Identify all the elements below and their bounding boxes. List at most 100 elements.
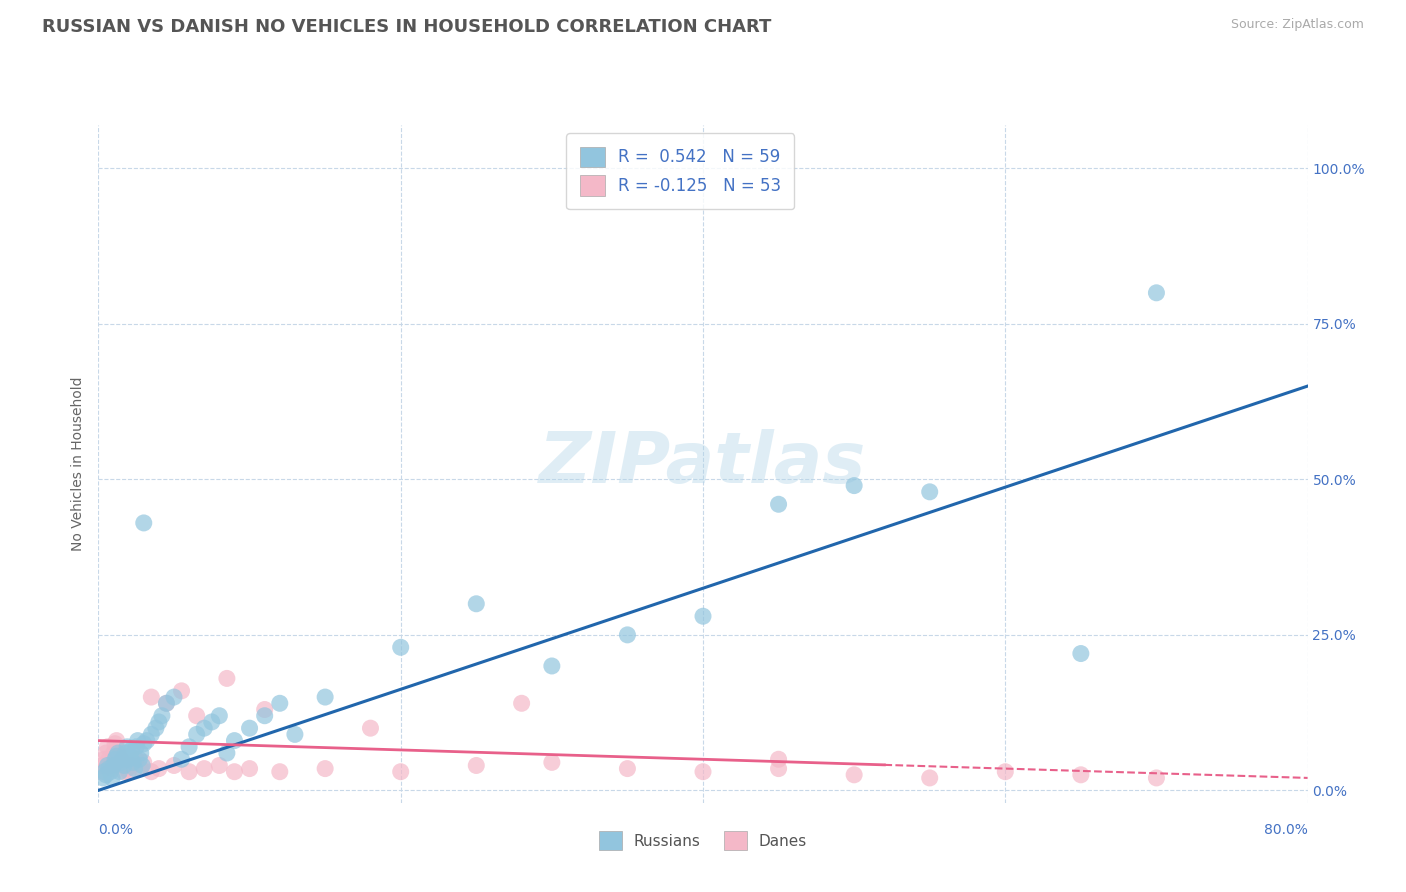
- Text: 80.0%: 80.0%: [1264, 823, 1308, 837]
- Point: [141, 764, 163, 779]
- Point: [1070, 768, 1092, 782]
- Point: [541, 659, 564, 673]
- Point: [125, 739, 148, 754]
- Point: [132, 737, 155, 751]
- Point: [360, 721, 382, 735]
- Point: [163, 690, 186, 704]
- Point: [101, 762, 124, 776]
- Point: [98, 752, 121, 766]
- Point: [141, 690, 163, 704]
- Point: [253, 708, 276, 723]
- Point: [107, 746, 129, 760]
- Point: [100, 764, 122, 779]
- Point: [103, 746, 125, 760]
- Point: [104, 737, 127, 751]
- Text: ZIPatlas: ZIPatlas: [540, 429, 866, 499]
- Point: [510, 696, 533, 710]
- Point: [186, 727, 208, 741]
- Point: [100, 758, 122, 772]
- Point: [127, 733, 149, 747]
- Point: [163, 758, 186, 772]
- Point: [124, 762, 146, 776]
- Point: [132, 516, 155, 530]
- Point: [145, 721, 167, 735]
- Point: [224, 733, 246, 747]
- Point: [103, 758, 125, 772]
- Point: [120, 749, 142, 764]
- Point: [179, 764, 201, 779]
- Point: [129, 746, 152, 760]
- Point: [389, 640, 412, 655]
- Point: [1070, 647, 1092, 661]
- Point: [768, 762, 790, 776]
- Legend: R =  0.542   N = 59, R = -0.125   N = 53: R = 0.542 N = 59, R = -0.125 N = 53: [567, 133, 794, 209]
- Point: [96, 758, 118, 772]
- Point: [121, 743, 143, 757]
- Point: [96, 739, 118, 754]
- Point: [111, 756, 134, 770]
- Point: [118, 764, 141, 779]
- Point: [155, 696, 177, 710]
- Point: [208, 758, 231, 772]
- Point: [193, 762, 215, 776]
- Point: [135, 733, 157, 747]
- Point: [148, 714, 170, 729]
- Point: [148, 762, 170, 776]
- Point: [844, 768, 866, 782]
- Point: [692, 764, 714, 779]
- Point: [121, 758, 143, 772]
- Point: [616, 628, 638, 642]
- Point: [125, 752, 148, 766]
- Point: [107, 743, 129, 757]
- Point: [112, 758, 135, 772]
- Point: [1146, 771, 1168, 785]
- Point: [101, 771, 124, 785]
- Point: [918, 484, 941, 499]
- Point: [186, 708, 208, 723]
- Point: [104, 752, 127, 766]
- Point: [269, 764, 291, 779]
- Point: [768, 752, 790, 766]
- Point: [114, 746, 136, 760]
- Point: [541, 756, 564, 770]
- Point: [131, 758, 153, 772]
- Point: [132, 756, 155, 770]
- Point: [768, 497, 790, 511]
- Point: [129, 762, 152, 776]
- Point: [155, 696, 177, 710]
- Point: [90, 764, 112, 779]
- Point: [314, 762, 336, 776]
- Point: [170, 683, 193, 698]
- Point: [93, 752, 115, 766]
- Point: [94, 768, 117, 782]
- Point: [115, 762, 138, 776]
- Point: [111, 752, 134, 766]
- Point: [108, 764, 131, 779]
- Point: [170, 752, 193, 766]
- Point: [105, 749, 128, 764]
- Point: [465, 597, 488, 611]
- Text: RUSSIAN VS DANISH NO VEHICLES IN HOUSEHOLD CORRELATION CHART: RUSSIAN VS DANISH NO VEHICLES IN HOUSEHO…: [42, 18, 772, 36]
- Point: [112, 764, 135, 779]
- Point: [105, 733, 128, 747]
- Point: [239, 721, 262, 735]
- Point: [918, 771, 941, 785]
- Point: [201, 714, 224, 729]
- Point: [208, 708, 231, 723]
- Point: [110, 756, 132, 770]
- Point: [115, 739, 138, 754]
- Point: [284, 727, 307, 741]
- Point: [114, 758, 136, 772]
- Point: [215, 672, 238, 686]
- Point: [253, 702, 276, 716]
- Point: [1146, 285, 1168, 300]
- Point: [465, 758, 488, 772]
- Point: [616, 762, 638, 776]
- Point: [141, 727, 163, 741]
- Point: [91, 758, 114, 772]
- Point: [994, 764, 1017, 779]
- Point: [122, 756, 145, 770]
- Point: [844, 478, 866, 492]
- Point: [110, 752, 132, 766]
- Point: [269, 696, 291, 710]
